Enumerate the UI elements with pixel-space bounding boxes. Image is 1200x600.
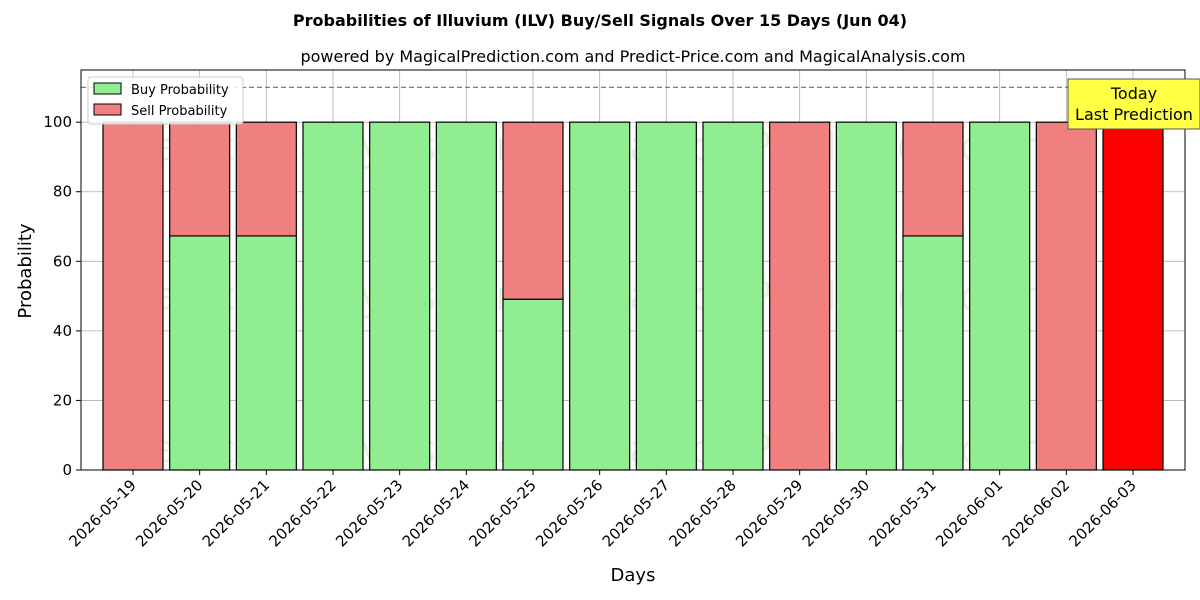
x-tick-label: 2026-06-01	[932, 476, 1006, 550]
x-tick-label: 2026-05-26	[532, 476, 606, 550]
x-tick-label: 2026-06-02	[999, 476, 1073, 550]
x-tick-label: 2026-05-25	[465, 476, 539, 550]
sell-bar	[1102, 121, 1164, 471]
buy-bar	[502, 298, 564, 471]
x-tick-label: 2026-05-19	[65, 476, 139, 550]
legend-label: Sell Probability	[131, 104, 228, 119]
y-axis-label: Probability	[15, 223, 36, 318]
legend-box	[87, 76, 244, 125]
sell-bar	[235, 121, 297, 237]
legend-label: Buy Probability	[131, 83, 229, 98]
y-tick-label: 20	[53, 391, 72, 409]
sell-bar	[1035, 121, 1097, 471]
sell-bar	[102, 121, 164, 471]
x-tick-label: 2026-05-30	[799, 476, 873, 550]
x-tick-label: 2026-05-28	[665, 476, 739, 550]
y-tick-label: 100	[43, 113, 72, 131]
buy-bar	[702, 121, 764, 471]
buy-bar	[169, 235, 231, 471]
buy-bar	[569, 121, 631, 471]
legend-swatch	[93, 103, 122, 116]
legend-swatch	[93, 82, 122, 95]
annotation-text: Last Prediction	[1075, 105, 1193, 124]
buy-bar	[835, 121, 897, 471]
buy-bar	[302, 121, 364, 471]
x-tick-label: 2026-05-29	[732, 476, 806, 550]
x-tick-label: 2026-05-23	[332, 476, 406, 550]
chart-title: Probabilities of Illuvium (ILV) Buy/Sell…	[293, 11, 907, 30]
annotation-text: Today	[1110, 84, 1157, 103]
sell-bar	[902, 121, 964, 237]
sell-bar	[169, 121, 231, 237]
y-tick-label: 0	[62, 461, 72, 479]
today-annotation-box	[1067, 78, 1200, 130]
buy-bar	[902, 235, 964, 471]
y-tick-label: 40	[53, 322, 72, 340]
sell-bar	[502, 121, 564, 300]
x-tick-label: 2026-05-31	[865, 476, 939, 550]
x-tick-label: 2026-05-24	[399, 476, 473, 550]
x-tick-label: 2026-05-20	[132, 476, 206, 550]
x-tick-label: 2026-05-22	[265, 476, 339, 550]
buy-bar	[369, 121, 431, 471]
y-tick-label: 60	[53, 252, 72, 270]
x-tick-label: 2026-05-27	[599, 476, 673, 550]
x-tick-label: 2026-05-21	[199, 476, 273, 550]
buy-bar	[635, 121, 697, 471]
y-tick-label: 80	[53, 183, 72, 201]
buy-bar	[435, 121, 497, 471]
chart-subtitle: powered by MagicalPrediction.com and Pre…	[300, 47, 965, 66]
x-axis-label: Days	[611, 565, 656, 586]
sell-bar	[769, 121, 831, 471]
x-tick-label: 2026-06-03	[1065, 476, 1139, 550]
buy-bar	[235, 235, 297, 471]
plot-frame	[80, 69, 1186, 471]
buy-bar	[969, 121, 1031, 471]
